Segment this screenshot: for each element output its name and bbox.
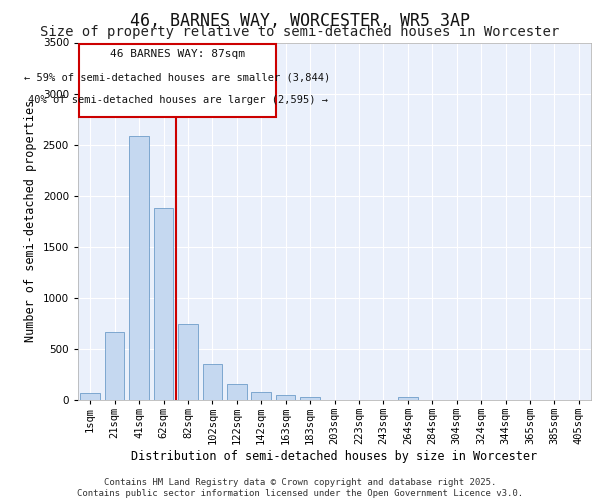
Bar <box>300 397 320 400</box>
Bar <box>178 324 198 400</box>
Bar <box>227 384 247 400</box>
Text: Size of property relative to semi-detached houses in Worcester: Size of property relative to semi-detach… <box>40 25 560 39</box>
X-axis label: Distribution of semi-detached houses by size in Worcester: Distribution of semi-detached houses by … <box>131 450 538 463</box>
Bar <box>80 393 100 400</box>
Text: 40% of semi-detached houses are larger (2,595) →: 40% of semi-detached houses are larger (… <box>28 95 328 105</box>
Bar <box>154 208 173 400</box>
Y-axis label: Number of semi-detached properties: Number of semi-detached properties <box>24 100 37 342</box>
Bar <box>130 136 149 400</box>
Text: Contains HM Land Registry data © Crown copyright and database right 2025.
Contai: Contains HM Land Registry data © Crown c… <box>77 478 523 498</box>
Bar <box>251 392 271 400</box>
Text: 46, BARNES WAY, WORCESTER, WR5 3AP: 46, BARNES WAY, WORCESTER, WR5 3AP <box>130 12 470 30</box>
Bar <box>276 396 295 400</box>
FancyBboxPatch shape <box>79 44 276 117</box>
Bar <box>203 364 222 400</box>
Bar <box>105 332 124 400</box>
Text: 46 BARNES WAY: 87sqm: 46 BARNES WAY: 87sqm <box>110 49 245 59</box>
Bar <box>398 398 418 400</box>
Text: ← 59% of semi-detached houses are smaller (3,844): ← 59% of semi-detached houses are smalle… <box>25 72 331 82</box>
